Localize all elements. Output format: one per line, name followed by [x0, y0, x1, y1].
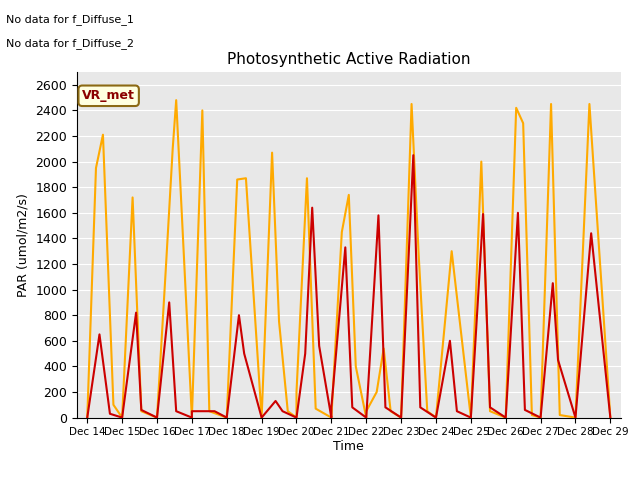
X-axis label: Time: Time — [333, 440, 364, 453]
Text: No data for f_Diffuse_1: No data for f_Diffuse_1 — [6, 14, 134, 25]
Text: VR_met: VR_met — [82, 89, 135, 102]
Title: Photosynthetic Active Radiation: Photosynthetic Active Radiation — [227, 52, 470, 67]
Text: No data for f_Diffuse_2: No data for f_Diffuse_2 — [6, 38, 134, 49]
Y-axis label: PAR (umol/m2/s): PAR (umol/m2/s) — [17, 193, 29, 297]
